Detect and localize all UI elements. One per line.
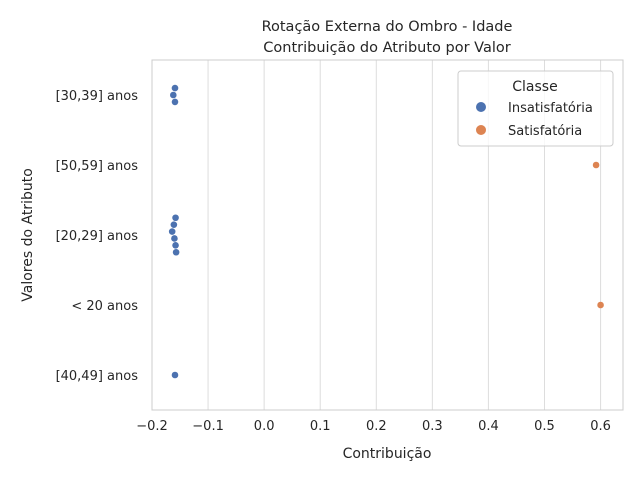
x-tick-label: 0.6 <box>590 419 611 434</box>
x-tick-label: 0.3 <box>422 419 443 434</box>
legend: Classe Insatisfatória Satisfatória <box>457 70 614 147</box>
chart-title-line-1: Rotação Externa do Ombro - Idade <box>262 19 513 35</box>
x-tick-label: 0.0 <box>254 419 275 434</box>
data-point-insatisfatoria <box>172 248 180 256</box>
data-point-insatisfatoria <box>170 221 178 228</box>
y-tick-label: [30,39] anos <box>56 89 139 104</box>
x-axis-label: Contribuição <box>343 446 432 462</box>
data-point-insatisfatoria <box>171 235 178 242</box>
legend-title: Classe <box>512 79 557 95</box>
data-point-insatisfatoria <box>172 214 179 222</box>
data-point-satisfatoria <box>597 301 604 309</box>
x-tick-label: 0.5 <box>534 419 555 434</box>
x-tick-label: 0.4 <box>478 419 499 434</box>
data-point-insatisfatoria <box>168 228 176 235</box>
legend-box <box>457 70 614 147</box>
legend-marker-satisfatoria <box>476 125 486 135</box>
x-tick-label: −0.1 <box>192 419 224 434</box>
chart-title-line-2: Contribuição do Atributo por Valor <box>263 40 510 56</box>
legend-label-insatisfatoria: Insatisfatória <box>508 101 593 116</box>
legend-marker-insatisfatoria <box>476 102 486 112</box>
data-point-insatisfatoria <box>170 91 177 99</box>
x-tick-label: 0.1 <box>310 419 331 434</box>
data-point-satisfatoria <box>592 161 600 169</box>
legend-label-satisfatoria: Satisfatória <box>508 124 582 139</box>
data-point-insatisfatoria <box>171 98 179 106</box>
y-tick-label: [40,49] anos <box>56 369 139 384</box>
x-tick-label: −0.2 <box>136 419 168 434</box>
y-tick-label: [20,29] anos <box>56 229 139 244</box>
x-tick-label: 0.2 <box>366 419 387 434</box>
data-point-insatisfatoria <box>171 84 179 92</box>
plot-frame <box>151 59 624 411</box>
data-point-insatisfatoria <box>172 242 179 249</box>
x-tick-labels: −0.2 −0.1 0.0 0.1 0.2 0.3 0.4 0.5 0.6 <box>136 419 611 434</box>
y-tick-label: < 20 anos <box>71 299 138 314</box>
data-points <box>168 84 604 379</box>
y-axis-label: Valores do Atributo <box>20 168 36 302</box>
y-tick-label: [50,59] anos <box>56 159 139 174</box>
data-point-insatisfatoria <box>171 371 179 379</box>
y-tick-labels: [30,39] anos [50,59] anos [20,29] anos < 20… <box>56 89 139 384</box>
